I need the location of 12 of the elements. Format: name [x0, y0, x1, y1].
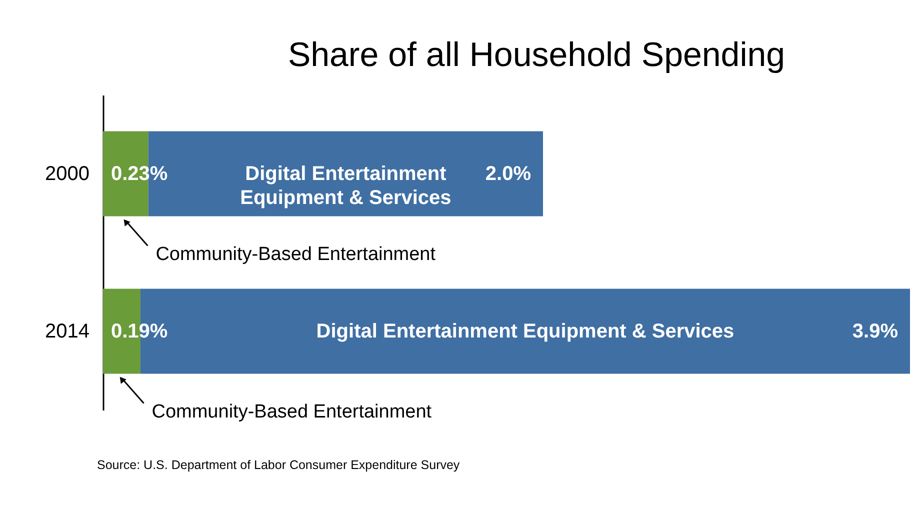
y-tick-label: 2014 — [45, 320, 90, 342]
chart-title: Share of all Household Spending — [288, 36, 786, 74]
series-label: Community-Based Entertainment — [156, 244, 436, 265]
source-note: Source: U.S. Department of Labor Consumer Expenditure Survey — [97, 458, 460, 472]
text: Community-Based Entertainment — [152, 401, 432, 422]
data-label: 0.19% — [111, 320, 168, 342]
y-tick-label: 2000 — [45, 162, 90, 185]
data-label: 2.0% — [485, 162, 532, 185]
data-label: 3.9% — [852, 320, 898, 342]
text: Digital Entertainment Equipment & Services — [316, 320, 734, 342]
data-label: 0.23% — [111, 162, 168, 185]
series-label: Digital Entertainment Equipment & Services — [240, 162, 452, 209]
